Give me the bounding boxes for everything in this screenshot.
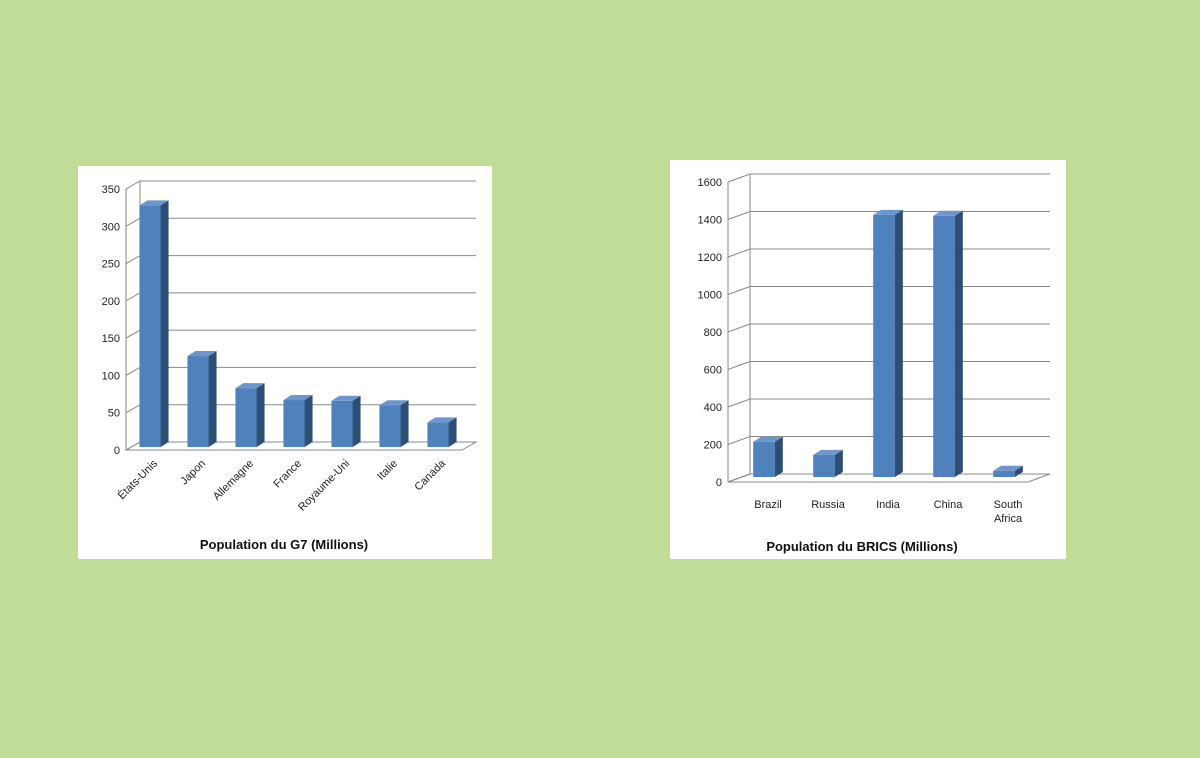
x-category-label: États-Unis — [115, 457, 160, 502]
x-category-label: Russia — [811, 499, 846, 511]
bar-front — [993, 470, 1015, 477]
bar-top — [427, 417, 457, 423]
bar-front — [813, 454, 835, 477]
bar-front — [379, 405, 401, 447]
bar-top — [933, 210, 963, 216]
brics-chart-panel: 0 200 400 600 800 1000 1200 1400 1600 Brazil Russi… — [670, 160, 1066, 559]
bar-front — [331, 400, 353, 447]
bar-india — [873, 209, 903, 477]
bar-side — [208, 351, 217, 447]
x-category-label: Royaume-Uni — [296, 458, 352, 514]
y-tick-label: 0 — [114, 445, 120, 457]
y-tick-label: 1400 — [698, 215, 722, 227]
x-category-label: Allemagne — [211, 458, 256, 503]
y-tick-label: 200 — [102, 296, 120, 308]
bar-canada — [427, 417, 457, 447]
bar-side — [400, 400, 409, 447]
bar-top — [331, 395, 361, 401]
y-tick-label: 200 — [704, 440, 722, 452]
bar-side — [1014, 465, 1023, 477]
y-tick-label: 100 — [102, 370, 120, 382]
bar-front — [283, 400, 305, 447]
bar-front — [753, 441, 775, 477]
bar-front — [139, 205, 161, 447]
y-tick-label: 1200 — [698, 252, 722, 264]
bar-side — [894, 209, 903, 477]
bar-top — [753, 436, 783, 442]
bar-top — [187, 351, 217, 357]
x-category-label: Japon — [178, 458, 208, 488]
bar-side — [160, 200, 169, 447]
gridline — [125, 217, 476, 227]
bar-front — [873, 214, 895, 477]
bar-front — [427, 422, 449, 447]
bar-top — [235, 383, 265, 389]
bar-front — [933, 215, 955, 477]
bar-royaume-uni — [331, 395, 361, 447]
bar-france — [283, 395, 313, 447]
y-tick-label: 350 — [102, 184, 120, 196]
gridline — [727, 173, 1050, 183]
bar-side — [256, 383, 265, 447]
brics-population-chart: 0 200 400 600 800 1000 1200 1400 1600 Brazil Russi… — [698, 173, 1051, 554]
y-tick-label: 250 — [102, 259, 120, 271]
y-tick-label: 1600 — [698, 177, 722, 189]
x-category-label: China — [934, 499, 964, 511]
g7-population-chart: 0 50 100 150 200 250 300 350 États-Unis Japon Alle… — [102, 180, 478, 552]
bar-side — [834, 449, 843, 477]
x-category-label: Brazil — [754, 499, 782, 511]
x-category-label: India — [876, 499, 901, 511]
y-tick-label: 400 — [704, 402, 722, 414]
bar-top — [993, 465, 1023, 471]
y-tick-label: 600 — [704, 365, 722, 377]
bar-top — [139, 200, 169, 206]
bar-italie — [379, 400, 409, 447]
x-category-label: France — [271, 458, 304, 491]
bar-top — [873, 209, 903, 215]
bar-south-africa — [993, 465, 1023, 477]
bar-top — [813, 449, 843, 455]
x-category-label: Italie — [375, 458, 400, 483]
bar-russia — [813, 449, 843, 477]
bar-allemagne — [235, 383, 265, 447]
bar-etats-unis — [139, 200, 169, 447]
bar-brazil — [753, 436, 783, 477]
gridline — [125, 292, 476, 302]
bar-front — [187, 356, 209, 447]
gridline — [125, 180, 476, 190]
bar-side — [954, 210, 963, 477]
bar-front — [235, 388, 257, 447]
y-tick-label: 800 — [704, 327, 722, 339]
bar-side — [448, 417, 457, 447]
chart-title: Population du BRICS (Millions) — [766, 539, 957, 554]
bar-top — [379, 400, 409, 406]
gridline — [125, 366, 476, 376]
y-tick-label: 0 — [716, 477, 722, 489]
bar-china — [933, 210, 963, 477]
bar-side — [304, 395, 313, 447]
bar-side — [352, 395, 361, 447]
bar-top — [283, 395, 313, 401]
y-tick-label: 150 — [102, 333, 120, 345]
x-category-label: Canada — [412, 457, 448, 493]
bar-side — [774, 436, 783, 477]
y-tick-label: 50 — [108, 408, 120, 420]
chart-title: Population du G7 (Millions) — [200, 537, 368, 552]
y-tick-label: 1000 — [698, 290, 722, 302]
g7-chart-panel: 0 50 100 150 200 250 300 350 États-Unis Japon Alle… — [78, 166, 492, 559]
gridline — [125, 255, 476, 265]
bar-japon — [187, 351, 217, 447]
gridline — [125, 329, 476, 339]
x-category-label: South Africa — [994, 499, 1023, 525]
y-tick-label: 300 — [102, 221, 120, 233]
